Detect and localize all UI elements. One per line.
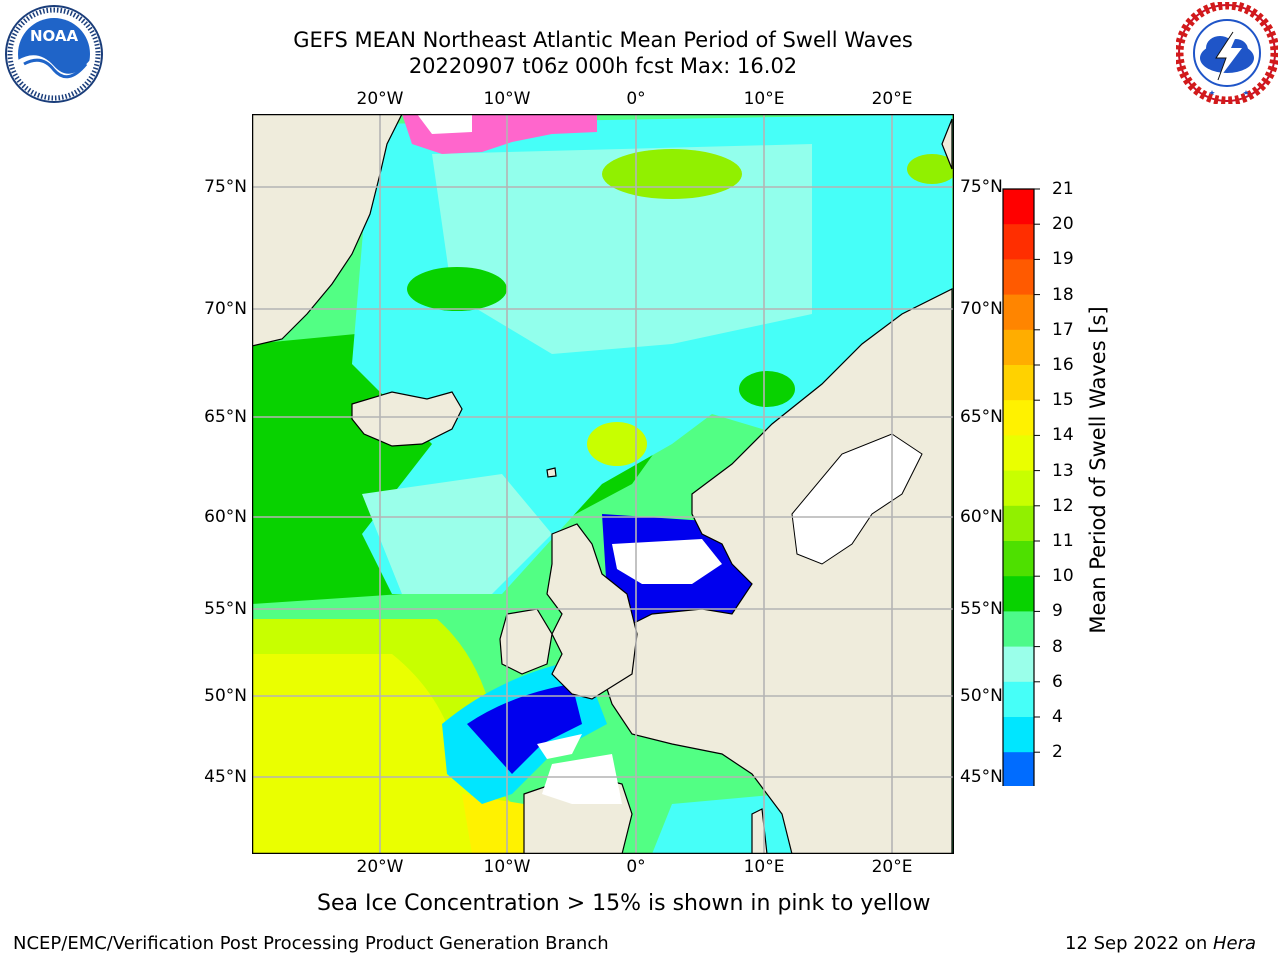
colorbar-segment [1003, 329, 1034, 366]
colorbar-segment [1003, 681, 1034, 718]
noaa-wordmark: NOAA [30, 27, 79, 45]
colorbar-segment [1003, 541, 1034, 577]
nws-logo [1176, 2, 1278, 104]
noaa-logo: NOAA [5, 5, 103, 103]
north-sea-blank [612, 539, 722, 584]
colorbar-segment [1003, 400, 1034, 436]
swell-period-map [252, 114, 954, 854]
colorbar-tick-label: 16 [1052, 355, 1074, 375]
y-tick-label-left: 50°N [204, 686, 247, 706]
y-tick-label-left: 75°N [204, 177, 247, 197]
chart-subtitle: 20220907 t06z 000h fcst Max: 16.02 [408, 54, 798, 78]
x-tick-label-bottom: 10°W [483, 857, 531, 877]
colorbar-tick-label: 8 [1052, 636, 1063, 657]
colorbar-tick-label: 2 [1052, 742, 1063, 763]
x-tick-label-top: 10°E [743, 89, 785, 109]
colorbar-segment [1003, 365, 1034, 401]
y-tick-label-right: 60°N [960, 507, 1003, 527]
y-tick-label-left: 55°N [204, 599, 247, 619]
chart-title: GEFS MEAN Northeast Atlantic Mean Period… [293, 28, 913, 52]
x-tick-label-bottom: 0° [626, 857, 646, 877]
y-tick-label-right: 50°N [960, 686, 1003, 706]
greenland [252, 114, 403, 347]
field-north-green [602, 149, 742, 199]
x-tick-label-top: 20°W [356, 89, 404, 109]
colorbar-tick-label: 20 [1052, 214, 1074, 235]
colorbar-tick-label: 6 [1052, 671, 1063, 692]
ireland [499, 608, 553, 675]
x-tick-label-top: 20°E [871, 89, 913, 109]
colorbar-frame [1002, 188, 1035, 786]
x-tick-label-top: 0° [626, 89, 646, 109]
field-13-14s [252, 654, 502, 854]
biscay-blank [537, 734, 582, 759]
y-tick-label-left: 60°N [204, 507, 247, 527]
colorbar-segment [1003, 752, 1034, 786]
field-8-9s [432, 144, 812, 354]
x-tick-label-bottom: 10°E [743, 857, 785, 877]
footer-host: Hera [1212, 933, 1256, 954]
field-med-6-8s [652, 794, 812, 854]
baltic-sea [791, 433, 923, 565]
colorbar-tick-label: 10 [1052, 566, 1074, 587]
y-tick-label-right: 70°N [960, 299, 1003, 319]
colorbar-segment [1003, 611, 1034, 648]
colorbar-segment [1003, 224, 1034, 260]
colorbar-segment [1003, 470, 1034, 507]
biscay-blank-south [542, 754, 622, 804]
colorbar-segment [1003, 646, 1034, 683]
colorbar-segment [1003, 717, 1034, 753]
y-tick-label-right: 75°N [960, 177, 1003, 197]
x-tick-label-bottom: 20°W [356, 857, 404, 877]
sea-ice-note: Sea Ice Concentration > 15% is shown in … [317, 891, 931, 916]
colorbar-tick-label: 18 [1052, 284, 1074, 305]
graticule [252, 114, 954, 854]
y-tick-label-right: 55°N [960, 599, 1003, 619]
colorbar-tick-label: 12 [1052, 495, 1074, 516]
footer-date-text: 12 Sep 2022 on [1065, 933, 1213, 954]
x-tick-label-bottom: 20°E [871, 857, 913, 877]
colorbar-segment [1003, 259, 1034, 296]
field-14-16s [462, 794, 524, 854]
y-tick-label-left: 70°N [204, 299, 247, 319]
colorbar-tick-label: 17 [1052, 319, 1074, 340]
colorbar-tick-label: 14 [1052, 425, 1074, 446]
colorbar-tick-label: 11 [1052, 531, 1074, 551]
colorbar-label: Mean Period of Swell Waves [s] [1086, 306, 1110, 634]
colorbar-segment [1003, 435, 1034, 472]
europe [601, 288, 953, 854]
colorbar-tick-label: 21 [1052, 179, 1074, 199]
field-8-9s-south [362, 474, 552, 594]
field-biscay-under-2s [467, 684, 582, 774]
colorbar-tick-label: 19 [1052, 249, 1074, 270]
colorbar [1002, 188, 1040, 786]
faroe [546, 467, 557, 478]
y-tick-label-left: 45°N [204, 767, 247, 787]
y-tick-label-left: 65°N [204, 407, 247, 427]
colorbar-tick-label: 9 [1052, 601, 1063, 622]
colorbar-segment [1003, 189, 1034, 225]
x-tick-label-top: 10°W [483, 89, 531, 109]
y-tick-label-right: 65°N [960, 407, 1003, 427]
y-tick-label-right: 45°N [960, 767, 1003, 787]
svalbard [941, 118, 953, 170]
footer-date: 12 Sep 2022 on Hera [1065, 933, 1256, 955]
colorbar-tick-label: 4 [1052, 707, 1063, 727]
colorbar-tick-label: 15 [1052, 390, 1074, 411]
map-frame [252, 114, 954, 854]
footer-organization: NCEP/EMC/Verification Post Processing Pr… [13, 933, 609, 954]
colorbar-segment [1003, 294, 1034, 331]
colorbar-segment [1003, 576, 1034, 612]
colorbar-segment [1003, 505, 1034, 542]
colorbar-tick-label: 13 [1052, 460, 1074, 481]
